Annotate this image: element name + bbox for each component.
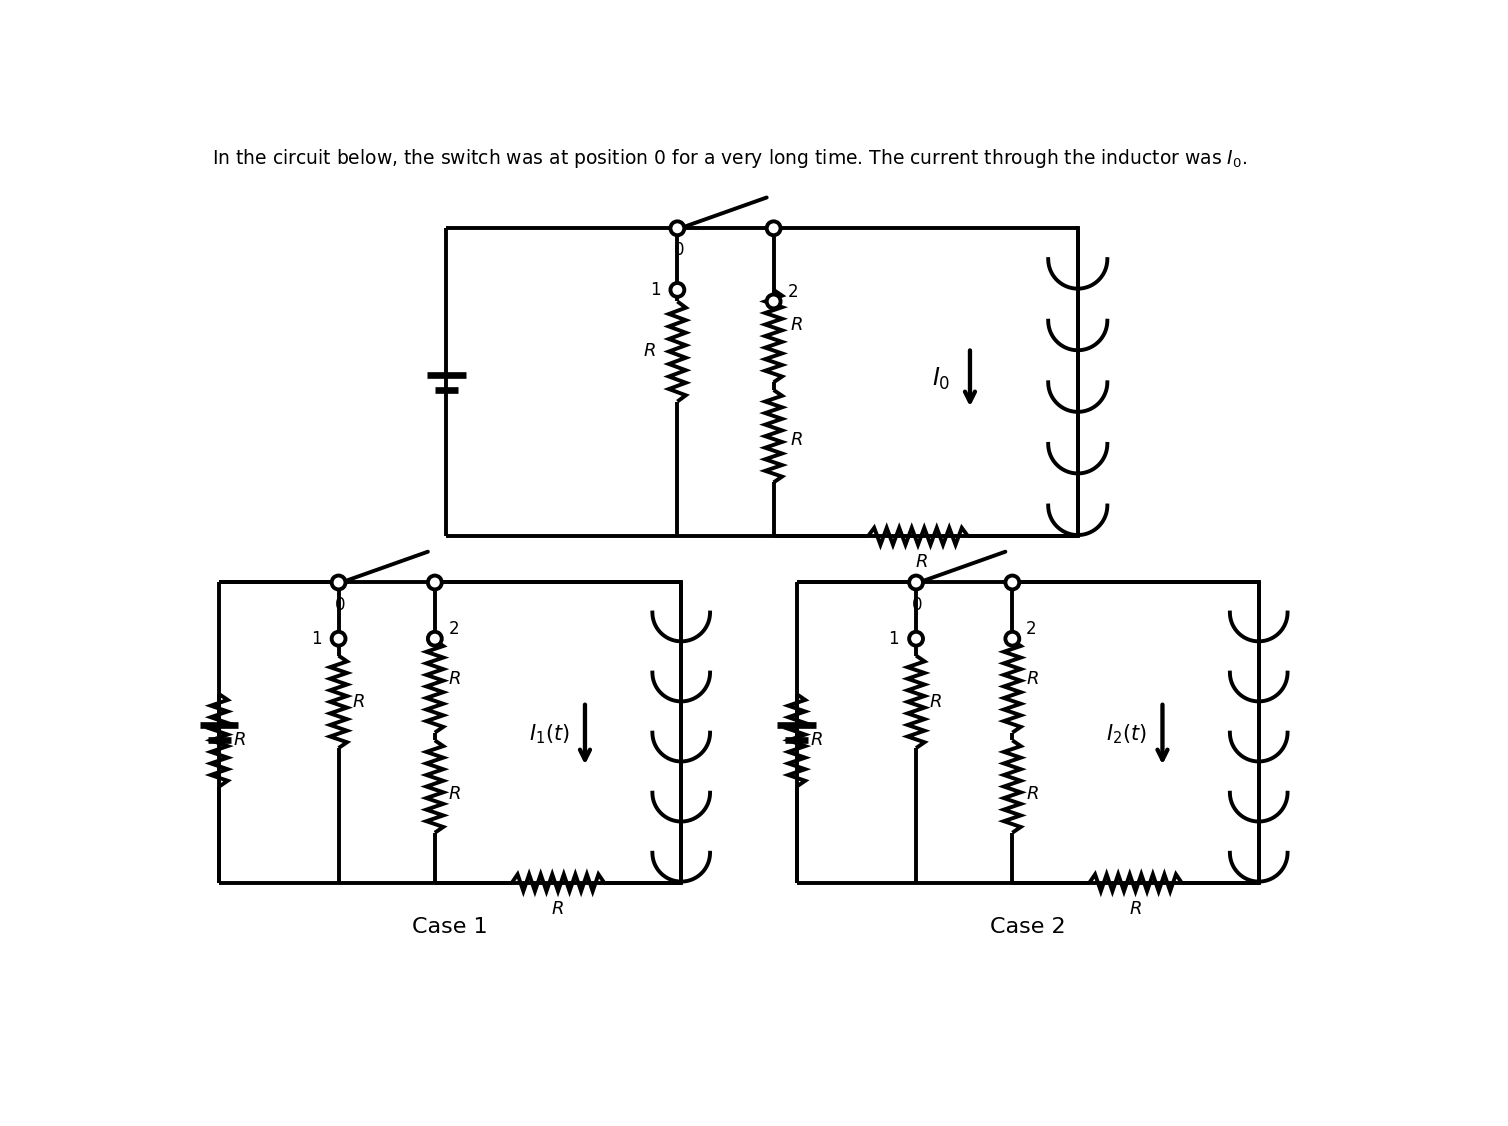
Text: Case 1: Case 1 <box>412 918 489 938</box>
Text: R: R <box>234 732 246 749</box>
Circle shape <box>1006 632 1019 645</box>
Text: 0: 0 <box>335 596 345 614</box>
Text: 1: 1 <box>311 629 321 647</box>
Circle shape <box>428 632 442 645</box>
Circle shape <box>671 222 685 235</box>
Text: R: R <box>790 315 804 333</box>
Text: 1: 1 <box>650 280 661 298</box>
Text: 1: 1 <box>888 629 899 647</box>
Circle shape <box>332 632 345 645</box>
Circle shape <box>909 575 923 589</box>
Circle shape <box>909 632 923 645</box>
Circle shape <box>766 222 781 235</box>
Text: R: R <box>1025 785 1039 803</box>
Circle shape <box>1006 575 1019 589</box>
Text: R: R <box>1025 670 1039 688</box>
Text: R: R <box>790 431 804 449</box>
Text: $I_2(t)$: $I_2(t)$ <box>1107 723 1148 747</box>
Text: $I_1(t)$: $I_1(t)$ <box>529 723 570 747</box>
Text: R: R <box>644 342 656 360</box>
Circle shape <box>766 295 781 309</box>
Text: 2: 2 <box>449 620 460 638</box>
Text: Case 2: Case 2 <box>989 918 1066 938</box>
Text: In the circuit below, the switch was at position 0 for a very long time. The cur: In the circuit below, the switch was at … <box>211 148 1247 170</box>
Text: R: R <box>811 732 823 749</box>
Text: 2: 2 <box>787 284 798 301</box>
Text: R: R <box>1129 900 1142 918</box>
Circle shape <box>428 575 442 589</box>
Text: R: R <box>353 692 365 711</box>
Text: R: R <box>915 553 927 571</box>
Text: R: R <box>552 900 564 918</box>
Text: 2: 2 <box>1025 620 1038 638</box>
Circle shape <box>671 283 685 297</box>
Text: R: R <box>449 785 461 803</box>
Text: R: R <box>930 692 942 711</box>
Circle shape <box>332 575 345 589</box>
Text: 0: 0 <box>674 241 685 259</box>
Text: $I_0$: $I_0$ <box>932 365 950 392</box>
Text: 0: 0 <box>912 596 923 614</box>
Text: R: R <box>449 670 461 688</box>
